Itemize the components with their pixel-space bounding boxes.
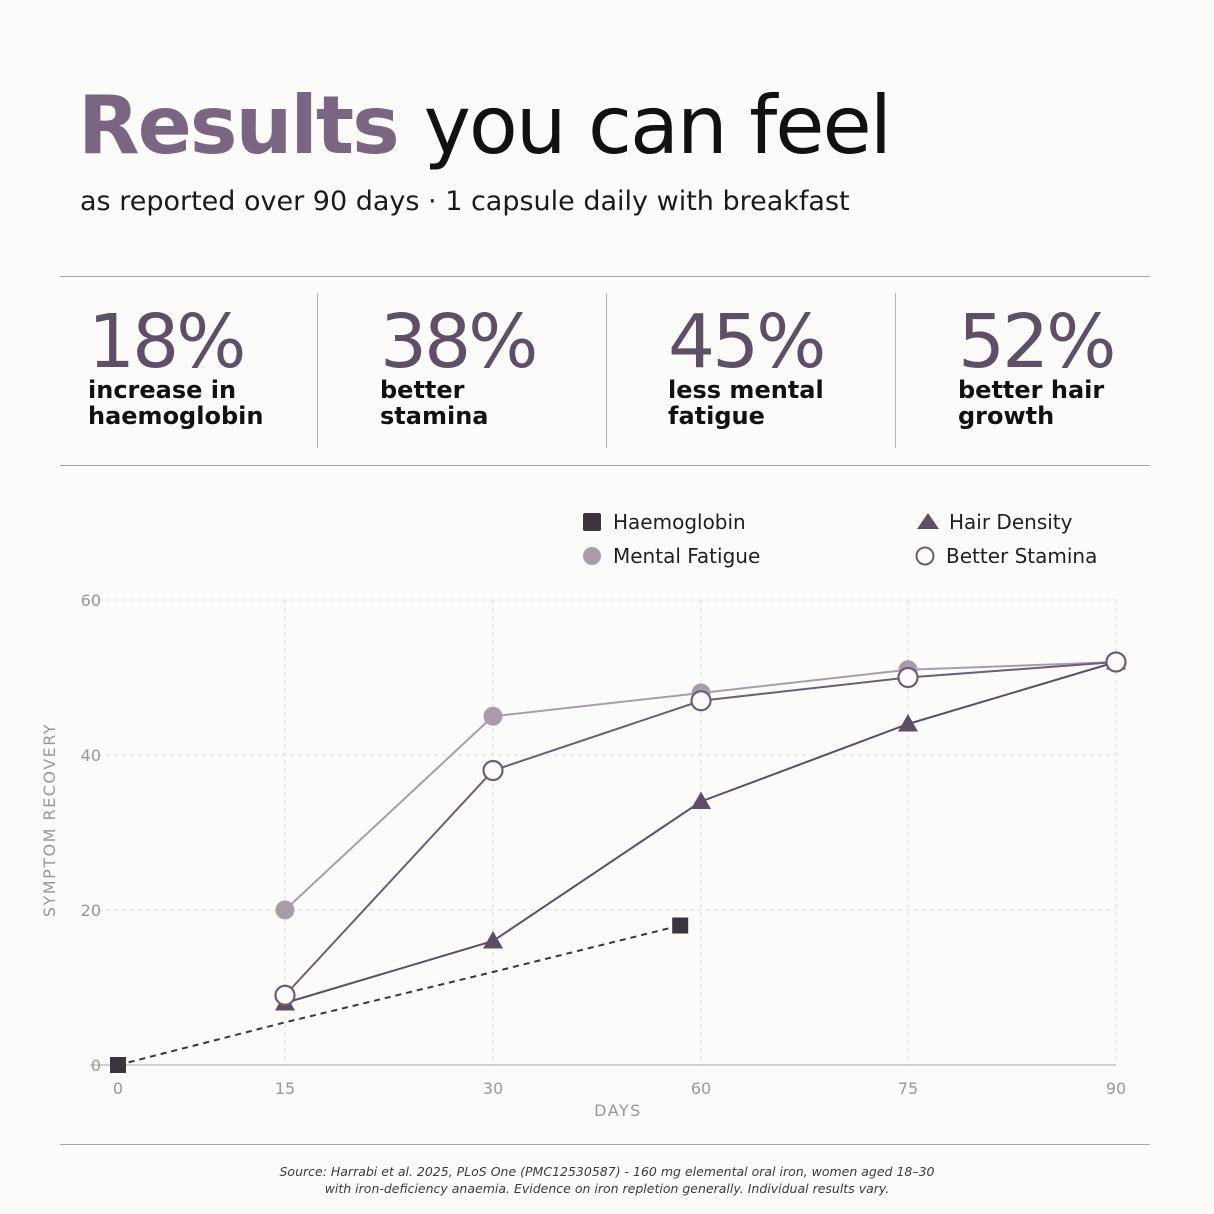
better-stamina-point [482, 759, 504, 782]
stat-stamina: 38% better stamina [380, 299, 538, 430]
stat-value: 52% [958, 299, 1116, 385]
haemoglobin-point [110, 1057, 126, 1073]
x-axis-title: DAYS [594, 1101, 642, 1120]
better-stamina-point [690, 690, 712, 712]
legend-triangle-icon [917, 513, 939, 529]
stat-mental-fatigue: 45% less mental fatigue [668, 305, 838, 429]
page-subtitle: as reported over 90 days · 1 capsule dai… [80, 186, 850, 217]
legend-square-icon [583, 513, 601, 531]
stat-label: increase in haemoglobin [88, 376, 264, 430]
hair-density-point [483, 931, 503, 949]
y-tick-label: 0 [91, 1056, 101, 1075]
x-tick-label: 90 [1106, 1079, 1126, 1098]
stat-haemoglobin: 18% increase in haemoglobin [88, 305, 288, 429]
title-rest: you can feel [423, 79, 892, 172]
source-line-1: Source: Harrabi et al. 2025, PLoS One (P… [279, 1164, 935, 1179]
legend-item-better-stamina: Better Stamina [915, 544, 1097, 568]
better-stamina-point [274, 984, 296, 1006]
legend-label: Better Stamina [946, 544, 1097, 568]
y-axis-title: SYMPTOM RECOVERY [40, 723, 59, 917]
stat-hair-growth: 52% better hair growth [958, 299, 1116, 430]
x-tick-label: 75 [898, 1079, 918, 1098]
mental-fatigue-point [275, 900, 295, 920]
y-tick-label: 20 [81, 901, 101, 920]
symptom-recovery-chart: 0 20 40 60 0 15 30 60 75 90 DAYS SYMPTOM RECOVERY Ha… [40, 510, 1127, 1120]
stats-bottom-rule [60, 465, 1150, 466]
legend-label: Mental Fatigue [613, 544, 760, 568]
x-tick-label: 15 [275, 1079, 295, 1098]
stat-value: 45% [668, 299, 826, 385]
better-stamina-point [1105, 651, 1127, 673]
footer-rule [60, 1144, 1150, 1145]
x-tick-label: 60 [691, 1079, 711, 1098]
title-accent: Results [78, 79, 400, 172]
haemoglobin-point [672, 917, 689, 934]
top-rule [60, 276, 1150, 277]
haemoglobin-line [117, 924, 681, 1066]
legend-open-circle-icon [915, 546, 935, 566]
stat-divider [606, 293, 607, 448]
legend-label: Haemoglobin [613, 510, 746, 534]
x-tick-label: 30 [483, 1079, 503, 1098]
y-tick-label: 40 [81, 746, 101, 765]
legend-item-haemoglobin: Haemoglobin [583, 510, 746, 534]
page-title: Results you can feel [78, 86, 892, 166]
hair-density-point [691, 791, 711, 809]
legend-item-hair-density: Hair Density [917, 510, 1073, 534]
legend-item-mental-fatigue: Mental Fatigue [583, 544, 760, 568]
x-tick-label: 0 [113, 1079, 123, 1098]
stat-value: 18% [88, 299, 246, 385]
mental-fatigue-point [483, 706, 503, 726]
stat-divider [317, 293, 318, 448]
stat-value: 38% [380, 299, 538, 385]
stat-divider [895, 293, 896, 448]
hair-density-point [898, 714, 918, 732]
stat-label: better stamina [380, 376, 489, 430]
source-line-2: with iron-deficiency anaemia. Evidence o… [324, 1181, 890, 1196]
stat-label: better hair growth [958, 376, 1105, 430]
legend-circle-icon [583, 547, 601, 565]
y-tick-label: 60 [81, 591, 101, 610]
legend-label: Hair Density [949, 510, 1073, 534]
better-stamina-point [897, 666, 919, 689]
stat-label: less mental fatigue [668, 376, 824, 430]
